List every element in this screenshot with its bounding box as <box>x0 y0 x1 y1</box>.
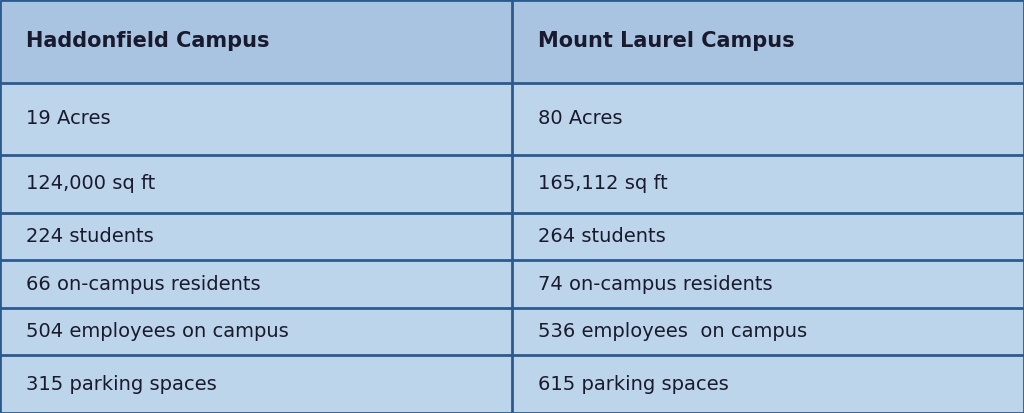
Text: 504 employees on campus: 504 employees on campus <box>26 322 289 341</box>
Text: 74 on-campus residents: 74 on-campus residents <box>538 275 772 294</box>
Bar <box>0 155 512 213</box>
Bar <box>0 0 512 83</box>
Text: 124,000 sq ft: 124,000 sq ft <box>26 174 155 193</box>
Bar <box>0 83 512 155</box>
Bar <box>0 356 512 413</box>
Bar <box>512 308 1024 356</box>
Bar <box>0 213 512 260</box>
Bar <box>512 260 1024 308</box>
Bar <box>512 0 1024 83</box>
Bar <box>512 356 1024 413</box>
Text: 66 on-campus residents: 66 on-campus residents <box>26 275 260 294</box>
Bar <box>512 155 1024 213</box>
Text: Haddonfield Campus: Haddonfield Campus <box>26 31 269 51</box>
Bar <box>0 260 512 308</box>
Bar <box>512 83 1024 155</box>
Text: 224 students: 224 students <box>26 227 154 246</box>
Text: 536 employees  on campus: 536 employees on campus <box>538 322 807 341</box>
Bar <box>512 213 1024 260</box>
Text: Mount Laurel Campus: Mount Laurel Campus <box>538 31 795 51</box>
Text: 165,112 sq ft: 165,112 sq ft <box>538 174 668 193</box>
Text: 19 Acres: 19 Acres <box>26 109 111 128</box>
Text: 315 parking spaces: 315 parking spaces <box>26 375 216 394</box>
Bar <box>0 308 512 356</box>
Text: 615 parking spaces: 615 parking spaces <box>538 375 728 394</box>
Text: 80 Acres: 80 Acres <box>538 109 623 128</box>
Text: 264 students: 264 students <box>538 227 666 246</box>
